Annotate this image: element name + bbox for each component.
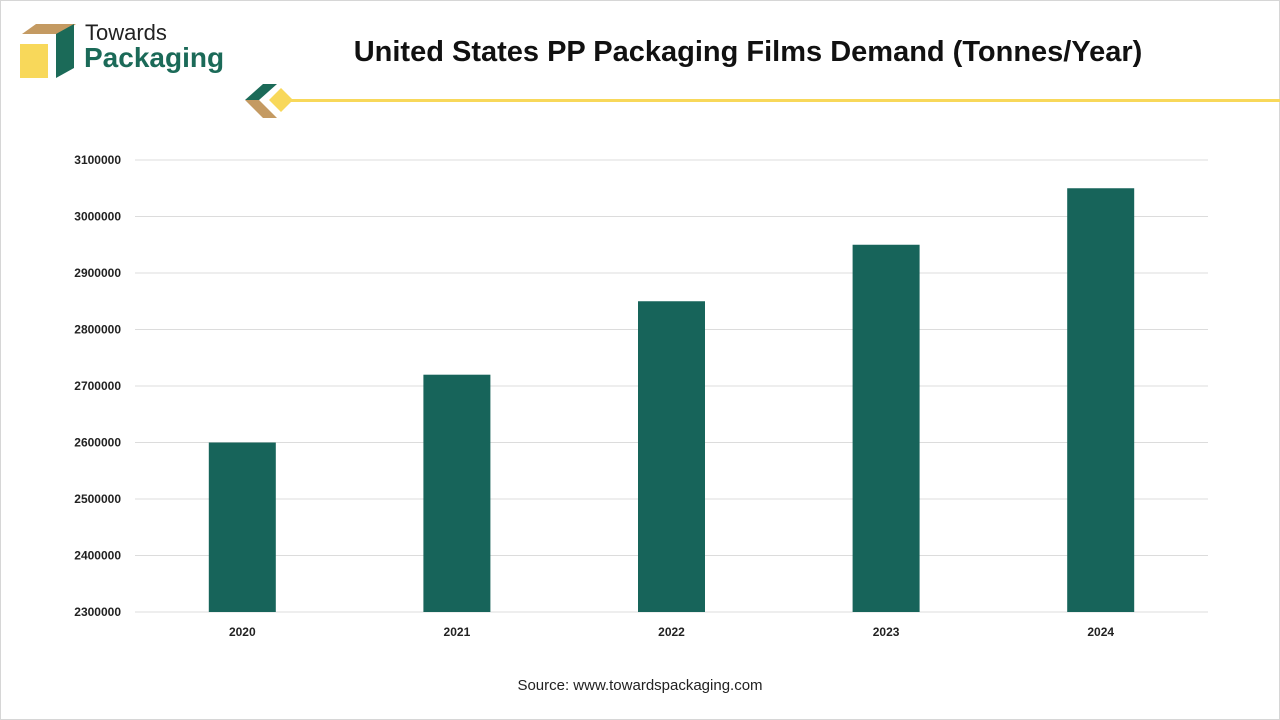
y-tick-label: 2300000 bbox=[74, 605, 121, 619]
title-underline-decoration bbox=[245, 84, 1280, 118]
bar-2021 bbox=[423, 374, 491, 612]
y-tick-label: 2400000 bbox=[74, 549, 121, 563]
y-tick-label: 2900000 bbox=[74, 266, 121, 280]
bar-2022 bbox=[638, 301, 705, 612]
brand-name-line2: Packaging bbox=[84, 42, 225, 73]
x-tick-label: 2021 bbox=[444, 625, 471, 639]
x-tick-label: 2024 bbox=[1087, 625, 1114, 639]
x-tick-label: 2023 bbox=[873, 625, 900, 639]
y-tick-label: 2500000 bbox=[74, 492, 121, 506]
bar-2024 bbox=[1067, 188, 1135, 612]
logo-icon bbox=[20, 24, 76, 78]
brand-name-line1: Towards bbox=[85, 20, 167, 45]
y-tick-label: 2800000 bbox=[74, 323, 121, 337]
x-tick-label: 2022 bbox=[658, 625, 685, 639]
y-tick-label: 2600000 bbox=[74, 436, 121, 450]
y-tick-label: 2700000 bbox=[74, 379, 121, 393]
bar-2023 bbox=[852, 244, 920, 612]
x-tick-label: 2020 bbox=[229, 625, 256, 639]
y-tick-label: 3000000 bbox=[74, 210, 121, 224]
y-tick-label: 3100000 bbox=[74, 153, 121, 167]
chart-title: United States PP Packaging Films Demand … bbox=[353, 36, 1143, 68]
source-note: Source: www.towardspackaging.com bbox=[517, 677, 763, 694]
bar-2020 bbox=[208, 442, 276, 612]
